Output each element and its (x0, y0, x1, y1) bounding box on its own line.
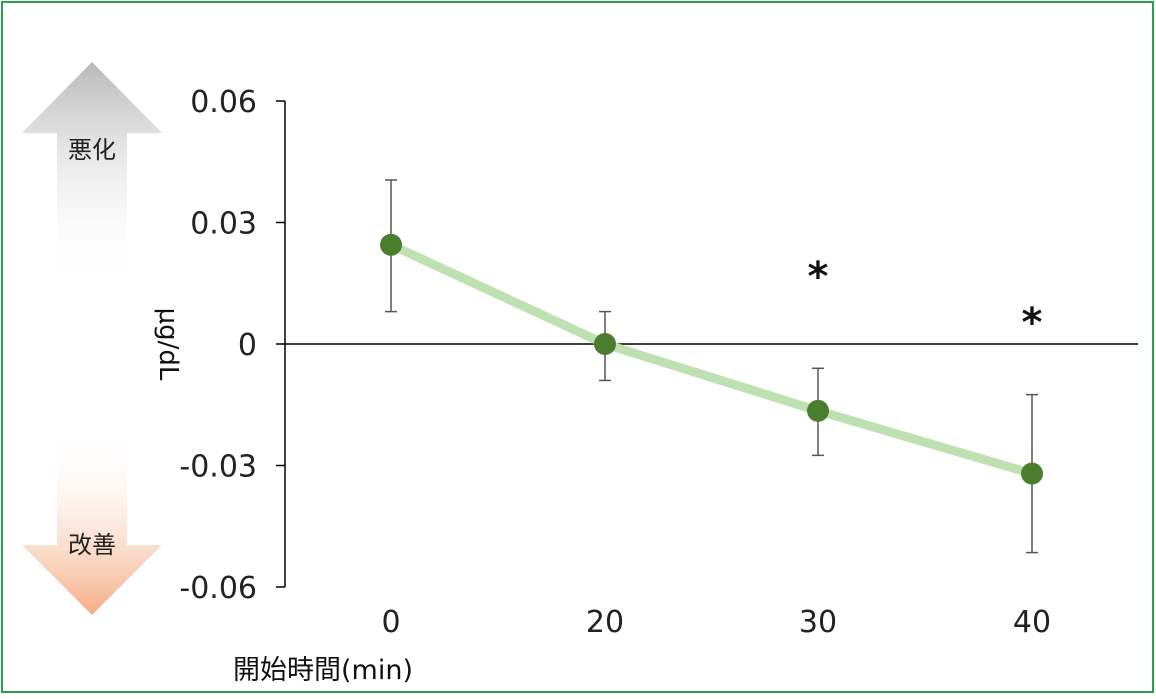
x-tick-label: 30 (799, 605, 837, 640)
y-tick-label: 0 (238, 328, 257, 363)
y-ticks: 0.06 0.03 0 -0.03 -0.06 (179, 85, 285, 606)
significance-asterisk: * (1022, 300, 1043, 346)
significance-asterisk: * (808, 254, 829, 300)
y-tick-label: 0.06 (190, 85, 257, 120)
worse-arrow: 悪化 (22, 62, 162, 285)
x-axis-title: 開始時間(min) (233, 655, 413, 686)
error-bars (385, 179, 1038, 554)
x-tick-label: 20 (586, 605, 624, 640)
x-tick-label: 0 (381, 605, 400, 640)
x-tick-label: 40 (1013, 605, 1051, 640)
x-ticks: 0 20 30 40 (381, 605, 1051, 640)
data-point (380, 233, 402, 256)
y-tick-label: 0.03 (190, 207, 257, 242)
significance-marks: ** (808, 254, 1043, 346)
data-point (807, 399, 829, 422)
worse-label: 悪化 (68, 136, 116, 164)
better-label: 改善 (68, 531, 116, 559)
series-line (386, 240, 1037, 479)
y-axis-title: μg/dL (153, 308, 183, 381)
worse-arrow-icon (22, 62, 162, 285)
y-tick-label: -0.06 (179, 571, 257, 606)
series-line-group (386, 240, 1037, 479)
data-point (594, 333, 616, 355)
better-arrow: 改善 (22, 430, 162, 615)
data-point (1021, 462, 1043, 485)
y-tick-label: -0.03 (179, 450, 257, 485)
better-arrow-icon (22, 430, 162, 615)
markers (380, 233, 1043, 485)
